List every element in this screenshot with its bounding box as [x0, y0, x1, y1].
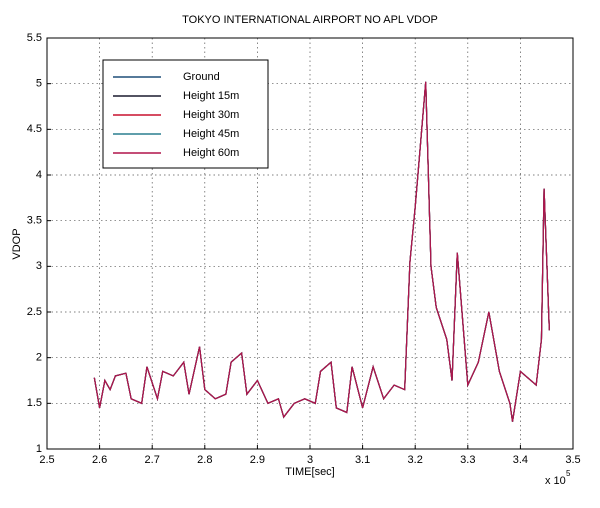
y-axis-label: VDOP — [11, 228, 23, 259]
x-tick-label: 3.1 — [355, 454, 370, 466]
series-line — [93, 81, 550, 422]
y-tick-label: 2 — [36, 352, 42, 364]
x-tick-label: 2.6 — [92, 454, 107, 466]
chart-title: TOKYO INTERNATIONAL AIRPORT NO APL VDOP — [182, 14, 438, 26]
x-tick-label: 3 — [307, 454, 313, 466]
x-multiplier: x 10 — [545, 475, 566, 487]
x-tick-label: 2.9 — [250, 454, 265, 466]
x-axis-label: TIME[sec] — [285, 466, 335, 478]
x-tick-label: 3.2 — [408, 454, 423, 466]
legend-label: Height 30m — [183, 109, 239, 121]
y-tick-label: 4.5 — [27, 123, 42, 135]
x-tick-label: 3.4 — [513, 454, 528, 466]
legend-box — [102, 59, 269, 169]
x-tick-label: 3.3 — [460, 454, 475, 466]
y-tick-label: 5 — [36, 78, 42, 90]
y-tick-label: 3.5 — [27, 215, 42, 227]
x-tick-label: 2.7 — [145, 454, 160, 466]
legend-label: Height 60m — [183, 147, 239, 159]
legend-label: Height 15m — [183, 90, 239, 102]
y-tick-label: 1.5 — [27, 397, 42, 409]
x-tick-label: 3.5 — [565, 454, 580, 466]
y-tick-label: 3 — [36, 260, 42, 272]
legend-label: Height 45m — [183, 128, 239, 140]
y-tick-label: 2.5 — [27, 306, 42, 318]
y-tick-label: 1 — [36, 443, 42, 455]
legend-label: Ground — [183, 71, 220, 83]
y-tick-label: 5.5 — [27, 32, 42, 44]
x-tick-label: 2.8 — [197, 454, 212, 466]
x-tick-label: 2.5 — [39, 454, 54, 466]
plot-frame — [46, 37, 574, 450]
x-exponent: 5 — [566, 469, 571, 478]
y-tick-label: 4 — [36, 169, 42, 181]
